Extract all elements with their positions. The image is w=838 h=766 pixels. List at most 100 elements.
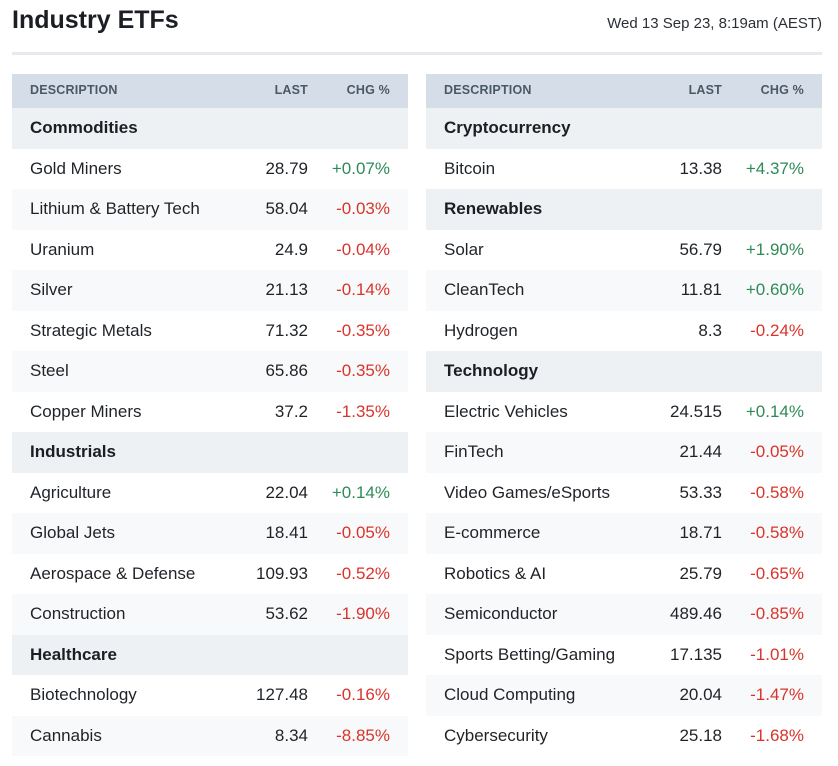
etf-name[interactable]: Cybersecurity <box>444 725 548 745</box>
section-title: Technology <box>444 361 539 380</box>
last-price: 489.46 <box>670 604 722 623</box>
section-title: Healthcare <box>30 644 117 664</box>
change-percent: -0.52% <box>336 563 390 583</box>
change-percent: -8.85% <box>336 725 390 745</box>
column-header-chg[interactable]: CHG % <box>760 83 804 97</box>
column-header-last[interactable]: LAST <box>688 83 722 97</box>
change-percent: -1.68% <box>750 725 804 745</box>
etf-name[interactable]: Agriculture <box>30 482 112 502</box>
last-price: 65.86 <box>265 361 308 380</box>
section-header: Industrials <box>12 432 408 473</box>
last-price: 109.93 <box>256 563 308 583</box>
last-price: 24.9 <box>274 239 308 259</box>
table-row[interactable]: CleanTech 11.81 +0.60% <box>426 270 822 311</box>
section-header: Cryptocurrency <box>426 108 822 149</box>
column-header-last[interactable]: LAST <box>274 83 308 97</box>
etf-name[interactable]: Cannabis <box>30 725 102 745</box>
etf-name[interactable]: Biotechnology <box>30 685 137 704</box>
section-title: Renewables <box>444 199 543 218</box>
change-percent: -1.35% <box>336 401 390 421</box>
table-row[interactable]: Cybersecurity 25.18 -1.68% <box>426 715 822 756</box>
etf-name[interactable]: Bitcoin <box>444 158 496 178</box>
change-percent: -0.03% <box>336 199 390 218</box>
last-price: 21.44 <box>679 442 722 461</box>
last-price: 13.38 <box>679 158 722 178</box>
etf-name[interactable]: Solar <box>444 239 484 259</box>
table-row[interactable]: Steel 65.86 -0.35% <box>12 351 408 392</box>
change-percent: -0.35% <box>336 361 390 380</box>
etf-name[interactable]: Silver <box>30 280 73 299</box>
change-percent: -1.90% <box>336 604 390 623</box>
section-title: Commodities <box>30 118 138 137</box>
table-row[interactable]: Bitcoin 13.38 +4.37% <box>426 148 822 189</box>
etf-name[interactable]: Steel <box>30 361 69 380</box>
etf-name[interactable]: Uranium <box>30 239 95 259</box>
table-row[interactable]: Cannabis 8.34 -8.85% <box>12 715 408 756</box>
last-price: 53.62 <box>265 604 308 623</box>
etf-name[interactable]: Global Jets <box>30 523 116 542</box>
table-row[interactable]: Sports Betting/Gaming 17.135 -1.01% <box>426 634 822 675</box>
etf-name[interactable]: Cloud Computing <box>444 685 576 704</box>
last-price: 18.41 <box>265 523 308 542</box>
etf-name[interactable]: FinTech <box>444 442 504 461</box>
change-percent: -0.16% <box>336 685 390 704</box>
change-percent: +0.14% <box>331 482 390 502</box>
column-header-description[interactable]: DESCRIPTION <box>30 83 118 97</box>
etf-name[interactable]: Electric Vehicles <box>444 401 568 421</box>
etf-name[interactable]: Semiconductor <box>444 604 558 623</box>
table-row[interactable]: Solar 56.79 +1.90% <box>426 229 822 270</box>
last-price: 21.13 <box>265 280 308 299</box>
last-price: 58.04 <box>265 199 308 218</box>
table-row[interactable]: Gold Miners 28.79 +0.07% <box>12 148 408 189</box>
last-price: 18.71 <box>679 523 722 542</box>
table-header: DESCRIPTION LAST CHG % <box>426 74 822 108</box>
etf-name[interactable]: Sports Betting/Gaming <box>444 644 616 664</box>
table-header: DESCRIPTION LAST CHG % <box>12 74 408 108</box>
etf-name[interactable]: Strategic Metals <box>30 320 152 340</box>
table-row[interactable]: E-commerce 18.71 -0.58% <box>426 513 822 554</box>
column-header-description[interactable]: DESCRIPTION <box>444 83 532 97</box>
last-price: 28.79 <box>265 158 308 178</box>
etf-name[interactable]: Aerospace & Defense <box>30 563 196 583</box>
etf-name[interactable]: Construction <box>30 604 126 623</box>
etf-name[interactable]: CleanTech <box>444 280 525 299</box>
table-body: Cryptocurrency Bitcoin 13.38 +4.37% Renewabl… <box>426 108 822 756</box>
etf-name[interactable]: Video Games/eSports <box>444 482 610 502</box>
table-row[interactable]: Aerospace & Defense 109.93 -0.52% <box>12 553 408 594</box>
table-row[interactable]: Cloud Computing 20.04 -1.47% <box>426 675 822 716</box>
column-header-chg[interactable]: CHG % <box>346 83 390 97</box>
etf-name[interactable]: Robotics & AI <box>444 563 547 583</box>
last-price: 17.135 <box>670 644 722 664</box>
table-row[interactable]: Copper Miners 37.2 -1.35% <box>12 391 408 432</box>
timestamp: Wed 13 Sep 23, 8:19am (AEST) <box>607 15 822 32</box>
change-percent: -0.05% <box>336 523 390 542</box>
last-price: 56.79 <box>679 239 722 259</box>
last-price: 37.2 <box>274 401 308 421</box>
section-header: Technology <box>426 351 822 392</box>
table-row[interactable]: Biotechnology 127.48 -0.16% <box>12 675 408 716</box>
change-percent: -1.47% <box>750 685 804 704</box>
table-row[interactable]: Uranium 24.9 -0.04% <box>12 229 408 270</box>
section-header: Healthcare <box>12 634 408 675</box>
table-row[interactable]: Lithium & Battery Tech 58.04 -0.03% <box>12 189 408 230</box>
etf-name[interactable]: Copper Miners <box>30 401 142 421</box>
change-percent: +0.60% <box>745 280 804 299</box>
etf-name[interactable]: Gold Miners <box>30 158 122 178</box>
table-row[interactable]: Construction 53.62 -1.90% <box>12 594 408 635</box>
table-row[interactable]: Hydrogen 8.3 -0.24% <box>426 310 822 351</box>
etf-name[interactable]: E-commerce <box>444 523 541 542</box>
table-row[interactable]: Video Games/eSports 53.33 -0.58% <box>426 472 822 513</box>
table-row[interactable]: Electric Vehicles 24.515 +0.14% <box>426 391 822 432</box>
last-price: 71.32 <box>265 320 308 340</box>
table-row[interactable]: Global Jets 18.41 -0.05% <box>12 513 408 554</box>
table-row[interactable]: FinTech 21.44 -0.05% <box>426 432 822 473</box>
table-row[interactable]: Robotics & AI 25.79 -0.65% <box>426 553 822 594</box>
last-price: 22.04 <box>265 482 308 502</box>
last-price: 8.34 <box>274 725 308 745</box>
table-row[interactable]: Strategic Metals 71.32 -0.35% <box>12 310 408 351</box>
table-row[interactable]: Semiconductor 489.46 -0.85% <box>426 594 822 635</box>
etf-name[interactable]: Lithium & Battery Tech <box>30 199 200 218</box>
table-row[interactable]: Agriculture 22.04 +0.14% <box>12 472 408 513</box>
etf-name[interactable]: Hydrogen <box>444 320 518 340</box>
table-row[interactable]: Silver 21.13 -0.14% <box>12 270 408 311</box>
